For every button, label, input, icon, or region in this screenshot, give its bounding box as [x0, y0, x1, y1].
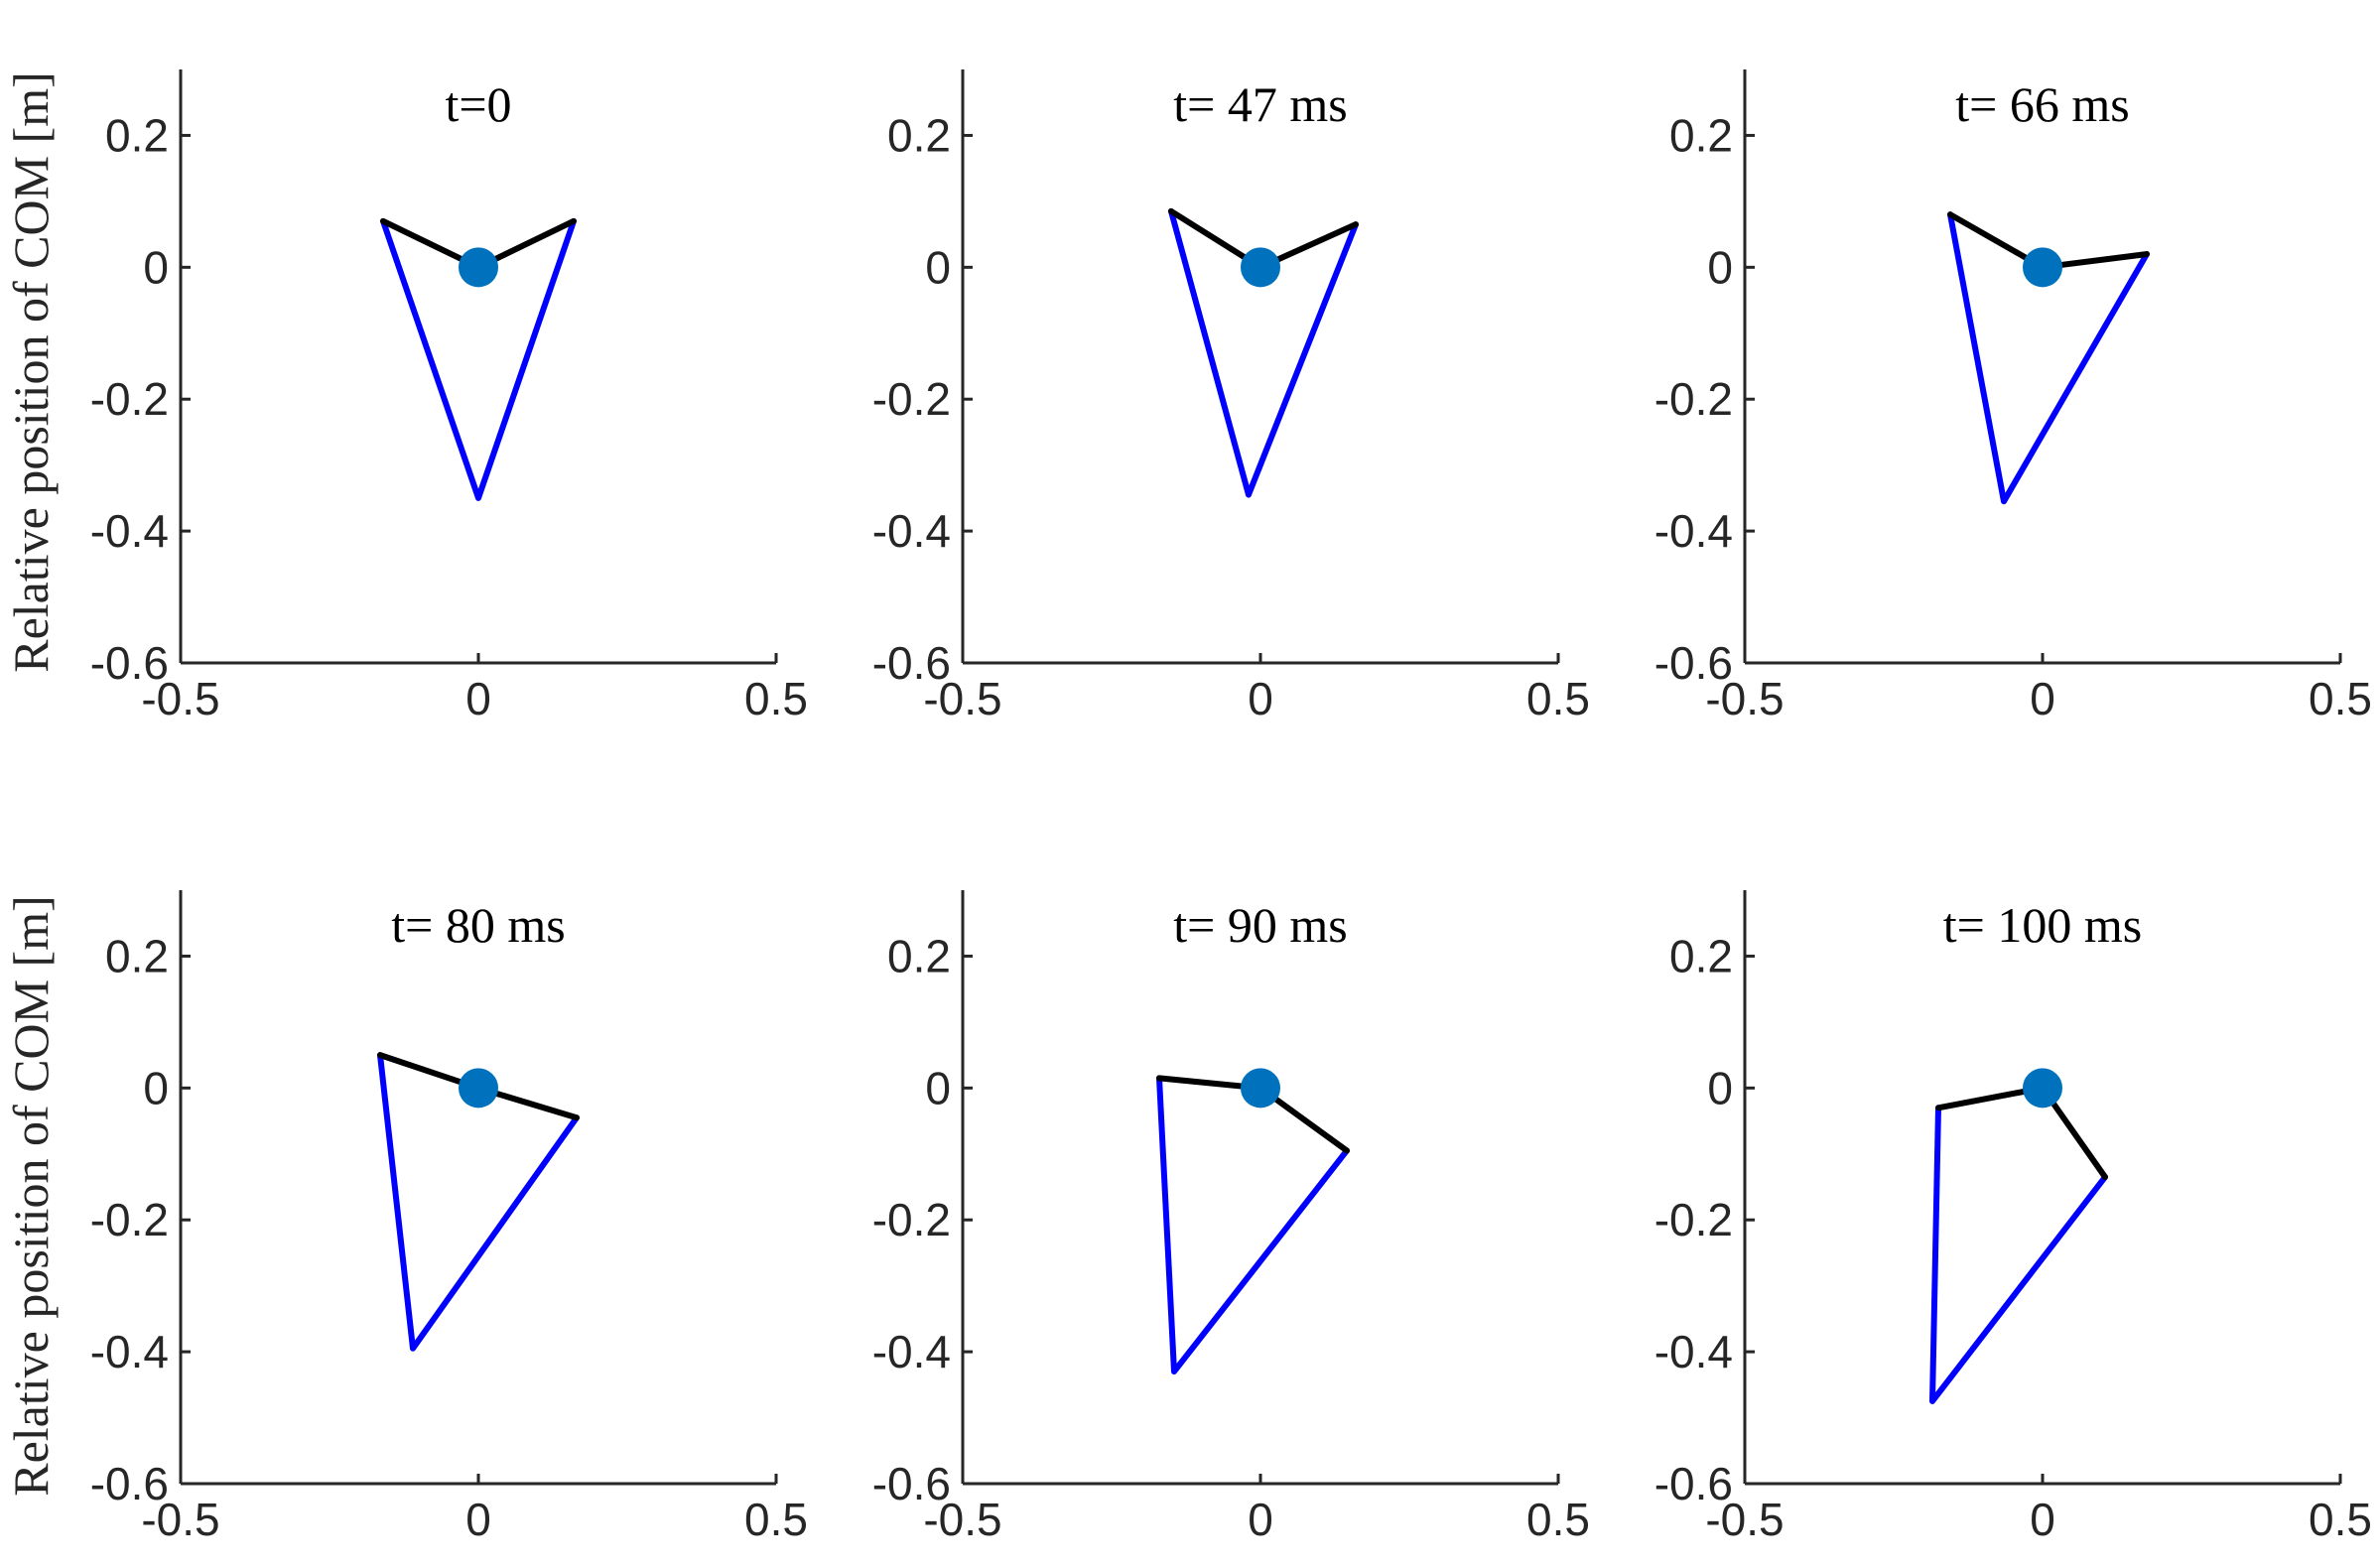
panel-title: t= 90 ms: [1173, 897, 1347, 953]
panel-3: 0.2 0 -0.2 -0.4 -0.6-0.5 0 0.5 t= 66 ms: [1654, 69, 2372, 724]
legs-line: [380, 217, 577, 501]
panel-title: t=0: [445, 76, 511, 132]
y-tick-label: -0.4: [872, 1326, 951, 1377]
panel-title: t= 80 ms: [391, 897, 565, 953]
x-tick-label: 0: [2030, 673, 2055, 724]
panel-5: 0.2 0 -0.2 -0.4 -0.6-0.5 0 0.5 t= 90 ms: [872, 890, 1590, 1545]
y-tick-label: -0.6: [872, 1458, 951, 1509]
com-marker: [1241, 1068, 1280, 1109]
y-tick-label: 0: [1707, 1062, 1733, 1113]
y-tick-label: -0.6: [90, 637, 169, 689]
y-tick-label: 0: [143, 241, 169, 293]
x-tick-label: 0.5: [2309, 673, 2372, 724]
x-tick-label: 0.5: [2309, 1494, 2372, 1545]
com-marker: [1241, 247, 1280, 288]
y-tick-label: 0.2: [105, 930, 169, 981]
legs-line: [1929, 1105, 2108, 1404]
com-marker: [2023, 1068, 2062, 1109]
com-marker: [459, 247, 498, 288]
y-tick-label: 0.2: [1669, 930, 1733, 981]
trunk-line: [1935, 1085, 2108, 1181]
y-tick-label: -0.2: [90, 1194, 169, 1245]
y-tick-label: 0: [925, 241, 951, 293]
y-tick-label: -0.4: [1654, 505, 1733, 557]
x-tick-label: -0.5: [1705, 1494, 1784, 1545]
legs-line: [1947, 211, 2150, 505]
panel-6: 0.2 0 -0.2 -0.4 -0.6-0.5 0 0.5 t= 100 ms: [1654, 890, 2372, 1545]
y-tick-label: 0.2: [887, 930, 951, 981]
y-tick-label: -0.2: [1654, 1194, 1733, 1245]
y-tick-label: -0.6: [1654, 637, 1733, 689]
x-tick-label: 0.5: [744, 1494, 808, 1545]
x-tick-label: -0.5: [141, 1494, 219, 1545]
x-tick-label: 0: [465, 673, 491, 724]
panel-2: 0.2 0 -0.2 -0.4 -0.6-0.5 0 0.5 t= 47 ms: [872, 69, 1590, 724]
panels-group: 0.20-0.2-0.4-0.6-0.5 0 0.5t=00.20-0.2-0.4-…: [90, 69, 2372, 1545]
com-marker: [2023, 247, 2062, 288]
y-tick-label: 0: [1707, 241, 1733, 293]
legs-line: [377, 1052, 580, 1352]
panel-title: t= 47 ms: [1173, 76, 1347, 132]
y-tick-label: -0.2: [90, 373, 169, 425]
legs-line: [1168, 207, 1359, 498]
panel-title: t= 100 ms: [1943, 897, 2142, 953]
y-tick-label: -0.6: [90, 1458, 169, 1509]
y-axis-label-bottom: Relative position of COM [m]: [3, 895, 59, 1497]
y-tick-label: -0.6: [872, 637, 951, 689]
x-tick-label: 0.5: [1526, 1494, 1590, 1545]
x-tick-label: -0.5: [923, 673, 1001, 724]
x-tick-label: 0.5: [744, 673, 808, 724]
y-tick-label: -0.4: [1654, 1326, 1733, 1377]
y-tick-label: -0.4: [90, 1326, 169, 1377]
legs-line: [1156, 1075, 1350, 1375]
x-tick-label: -0.5: [1705, 673, 1784, 724]
y-axis-label-top: Relative position of COM [m]: [3, 71, 59, 673]
y-tick-label: 0.2: [887, 109, 951, 161]
y-tick-label: 0: [143, 1062, 169, 1113]
com-marker: [459, 1068, 498, 1109]
y-tick-label: -0.4: [90, 505, 169, 557]
panel-4: 0.2 0 -0.2 -0.4 -0.6-0.5 0 0.5 t= 80 ms: [90, 890, 808, 1545]
y-tick-label: -0.2: [1654, 373, 1733, 425]
x-tick-label: -0.5: [141, 673, 219, 724]
x-tick-label: 0.5: [1526, 673, 1590, 724]
x-tick-label: -0.5: [923, 1494, 1001, 1545]
y-tick-label: 0.2: [1669, 109, 1733, 161]
x-tick-label: 0: [1248, 673, 1273, 724]
panel-1: 0.2 0 -0.2 -0.4 -0.6-0.5 0 0.5 t=0: [90, 69, 808, 724]
y-tick-label: -0.2: [872, 1194, 951, 1245]
x-tick-label: 0: [1248, 1494, 1273, 1545]
y-tick-label: -0.2: [872, 373, 951, 425]
x-tick-label: 0: [2030, 1494, 2055, 1545]
x-tick-label: 0: [465, 1494, 491, 1545]
y-tick-label: 0: [925, 1062, 951, 1113]
panel-title: t= 66 ms: [1955, 76, 2129, 132]
y-tick-label: -0.4: [872, 505, 951, 557]
y-tick-label: -0.6: [1654, 1458, 1733, 1509]
y-tick-label: 0.2: [105, 109, 169, 161]
